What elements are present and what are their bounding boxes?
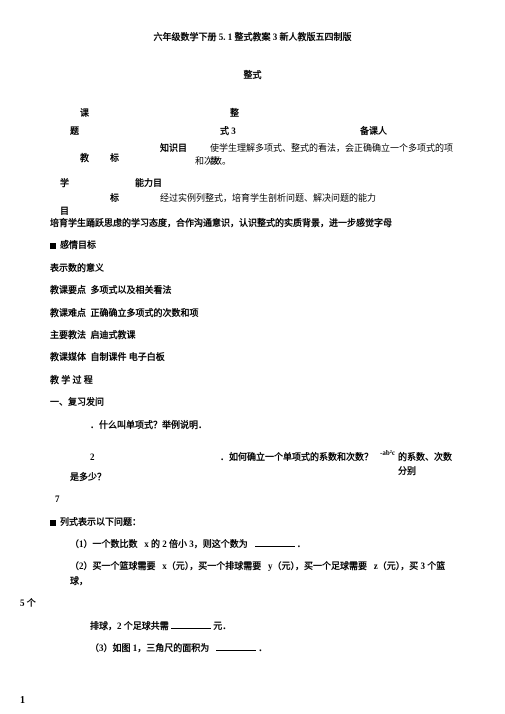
q2-num: 2 [90, 450, 95, 464]
item2-x: x（元），买一个排球需要 [162, 561, 261, 571]
goal1: 使学生理解多项式、整式的看法，会正确确立一个多项式的项数 [210, 141, 455, 167]
square-icon-2 [50, 520, 56, 526]
blank-1 [255, 537, 295, 547]
sec1-title: 一、复习发问 [50, 395, 455, 409]
beikeren: 备课人 [360, 124, 387, 137]
media-row: 教课媒体 自制课件 电子白板 [50, 350, 455, 364]
item3-end: ． [258, 643, 267, 653]
emotion-p1: 培育学生踊跃思虑的学习态度，合作沟通意识，认识整式的实质背景，进一步感觉字母 [50, 216, 455, 230]
item3: （3）如图 1，三角尺的面积为 [90, 643, 209, 653]
diff-row: 教课难点 正确确立多项式的次数和项 [50, 306, 455, 320]
ti: 题 [70, 124, 79, 137]
list-intro: 列式表示以下问题： [60, 517, 141, 527]
five: 5 个 [20, 596, 455, 610]
emotion-title-row: 感情目标 [50, 238, 455, 252]
jiao: 教 [80, 151, 89, 164]
media-text: 自制课件 电子白板 [91, 352, 165, 362]
blank-3 [216, 641, 256, 651]
doc-title: 六年级数学下册 5. 1 整式教案 3 新人教版五四制版 [50, 30, 455, 43]
item2-line2: 排球，2 个足球共需 [90, 621, 169, 631]
zhishimu: 知识目 [160, 141, 187, 154]
biao2: 标 [110, 191, 119, 204]
goal1b: 和次数。 [195, 154, 231, 167]
xue: 学 [60, 176, 69, 189]
item1-end: ． [297, 539, 306, 549]
nenglimu: 能力目 [135, 176, 162, 189]
q2-right: ．如何确立一个单项式的系数和次数？ [220, 450, 373, 464]
q2-tail: 的系数、次数分别 [398, 450, 455, 479]
header-grid: 课 题 整 式 3 备课人 教 学 标 标 知识目 能力目 使学生理解多项式、整… [50, 96, 455, 206]
diff-text: 正确确立多项式的次数和项 [91, 308, 199, 318]
item2: （2）买一个篮球需要 x（元），买一个排球需要 y（元），买一个足球需要 z（元… [70, 559, 455, 588]
sub-title: 整式 [50, 68, 455, 81]
blank-2 [171, 619, 211, 629]
biao1: 标 [110, 151, 119, 164]
list-intro-row: 列式表示以下问题： [50, 515, 455, 529]
method-row: 主要教法 启迪式教课 [50, 328, 455, 342]
q1: ．什么叫单项式？举例说明． [90, 418, 455, 432]
q2-sup: -ab²c [380, 448, 395, 459]
item2-line2-row: 排球，2 个足球共需 元． [90, 619, 455, 633]
key-point-row: 教课要点 多项式以及相关看法 [50, 283, 455, 297]
item2-y: y（元），买一个足球需要 [268, 561, 367, 571]
kp-label: 教课要点 [50, 285, 86, 295]
method-text: 启迪式教课 [91, 330, 136, 340]
item1-pre: （1）一个数比数 [70, 539, 138, 549]
process-label: 教 学 过 程 [50, 373, 455, 387]
square-icon [50, 243, 56, 249]
item2-end: 元． [213, 621, 231, 631]
item1-mid: x 的 2 倍小 3，则这个数为 [144, 539, 248, 549]
page-number: 1 [20, 695, 25, 706]
item1: （1）一个数比数 x 的 2 倍小 3，则这个数为 ． [70, 537, 455, 551]
zheng: 整 [230, 106, 239, 119]
mu: 目 [60, 204, 69, 217]
goal2: 经过实例列整式，培育学生剖析问题、解决问题的能力 [160, 191, 376, 204]
emotion-p2: 表示数的意义 [50, 261, 455, 275]
ke: 课 [80, 106, 89, 119]
seven: 7 [55, 492, 455, 506]
shi3: 式 3 [220, 124, 236, 137]
emotion-title: 感情目标 [60, 240, 96, 250]
q2-row: 2 ．如何确立一个单项式的系数和次数？ -ab²c 的系数、次数分别 [50, 440, 455, 462]
method-label: 主要教法 [50, 330, 86, 340]
media-label: 教课媒体 [50, 352, 86, 362]
item2-pre: （2）买一个篮球需要 [70, 561, 156, 571]
item3-row: （3）如图 1，三角尺的面积为 ． [90, 641, 455, 655]
kp-text: 多项式以及相关看法 [91, 285, 172, 295]
diff-label: 教课难点 [50, 308, 86, 318]
